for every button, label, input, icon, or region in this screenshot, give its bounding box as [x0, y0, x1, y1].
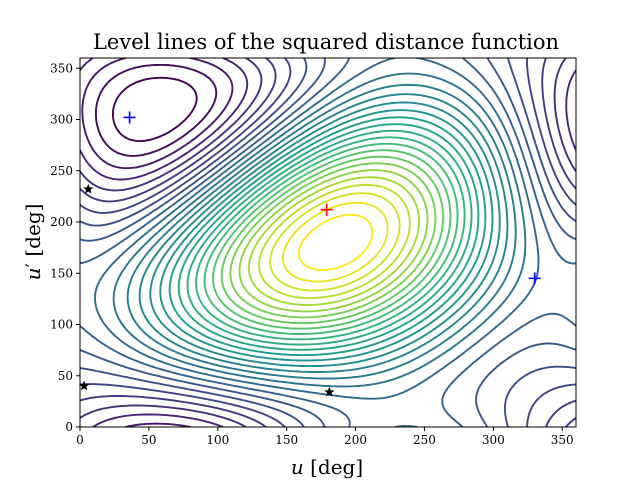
x-tick-label: 350 [551, 433, 574, 447]
contour-level [212, 149, 452, 330]
chart-title: Level lines of the squared distance func… [93, 30, 559, 54]
saddle-star-marker [324, 386, 335, 397]
y-tick-label: 350 [50, 61, 73, 75]
y-tick-label: 300 [50, 113, 73, 127]
x-axis-label: u [deg] [291, 455, 363, 479]
x-tick-label: 50 [141, 433, 156, 447]
x-axis-label-unit: [deg] [304, 455, 363, 479]
x-tick-label: 300 [482, 433, 505, 447]
saddle-star-marker [83, 183, 94, 194]
y-axis-ticks: 0 50 100 150 200 250 300 350 [50, 61, 80, 434]
contour-level [229, 162, 437, 319]
contour-level [247, 176, 420, 306]
y-tick-label: 200 [50, 215, 73, 229]
x-axis-label-base: u [291, 455, 304, 479]
x-tick-label: 100 [206, 433, 229, 447]
y-tick-label: 50 [58, 369, 73, 383]
contour-level [168, 116, 487, 357]
contour-lines [80, 58, 576, 427]
contour-level [297, 213, 374, 271]
contour-level [238, 169, 429, 313]
contour-level [80, 58, 576, 427]
x-tick-label: 200 [344, 433, 367, 447]
y-tick-label: 150 [50, 266, 73, 280]
contour-level [149, 101, 501, 368]
contour-level [80, 58, 576, 427]
contour-level [80, 58, 576, 427]
contour-level [138, 93, 509, 373]
contour-level [203, 142, 459, 335]
maximum-plus-marker [320, 203, 333, 216]
y-axis-label-prime: ′ [21, 263, 45, 268]
x-tick-label: 150 [275, 433, 298, 447]
contour-level [80, 58, 576, 427]
saddle-star-marker [78, 380, 90, 391]
y-tick-label: 100 [50, 318, 73, 332]
contour-level [112, 72, 527, 388]
y-tick-label: 0 [65, 420, 73, 434]
x-tick-label: 250 [413, 433, 436, 447]
axes-frame [79, 57, 577, 428]
x-axis-ticks: 0 50 100 150 200 250 300 350 [76, 427, 574, 447]
y-axis-label-base: u [21, 268, 45, 281]
contour-level [220, 155, 445, 325]
contour-level [195, 136, 466, 341]
contour-level [94, 63, 218, 157]
y-tick-label: 250 [50, 164, 73, 178]
minimum-plus-marker [123, 111, 136, 124]
y-axis-label: u′ [deg] [21, 204, 45, 281]
contour-level [186, 129, 473, 346]
contour-level [258, 183, 411, 300]
contour-level [177, 123, 480, 351]
contour-level [111, 76, 198, 143]
contour-level [159, 109, 494, 362]
contour-level [269, 192, 401, 292]
contour-level [80, 58, 576, 427]
contour-level [80, 58, 576, 427]
contour-level [126, 83, 517, 380]
critical-point-markers [78, 111, 541, 397]
contour-level [281, 201, 389, 283]
minimum-plus-marker [528, 272, 541, 285]
y-axis-label-unit: [deg] [21, 204, 45, 263]
x-tick-label: 0 [76, 433, 84, 447]
